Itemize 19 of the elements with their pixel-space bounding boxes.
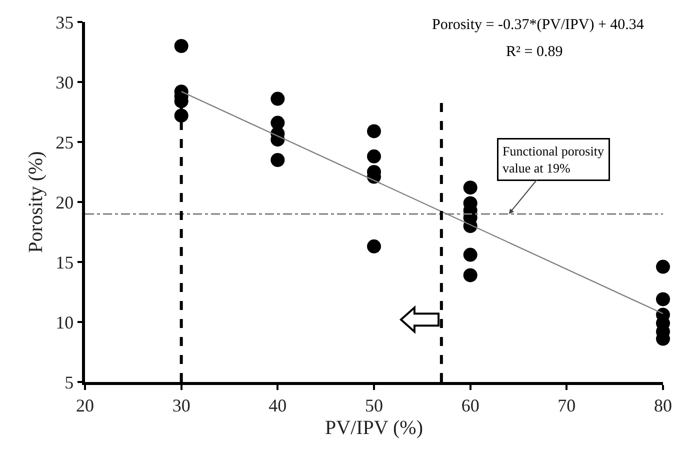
x-tick-label: 30: [172, 395, 190, 416]
y-tick-label: 10: [56, 312, 74, 332]
x-axis-title: PV/IPV (%): [325, 416, 423, 439]
y-tick-label: 15: [56, 252, 74, 272]
x-tick-label: 70: [558, 395, 576, 416]
annotation: Functional porosity value at 19%: [502, 144, 604, 176]
x-tick-label: 50: [365, 395, 383, 416]
y-tick-label: 30: [56, 72, 74, 92]
y-tick-label: 5: [64, 372, 74, 392]
annotation: R² = 0.89: [506, 44, 563, 60]
y-tick-label: 20: [56, 192, 74, 212]
x-tick-label: 60: [461, 395, 480, 416]
y-tick-label: 25: [56, 132, 74, 152]
y-tick-label: 35: [56, 12, 74, 32]
x-tick-label: 20: [76, 395, 94, 416]
y-axis-title: Porosity (%): [25, 151, 48, 253]
annotation: Porosity = -0.37*(PV/IPV) + 40.34: [432, 17, 644, 33]
x-tick-label: 40: [268, 395, 287, 416]
x-tick-label: 80: [654, 395, 672, 416]
